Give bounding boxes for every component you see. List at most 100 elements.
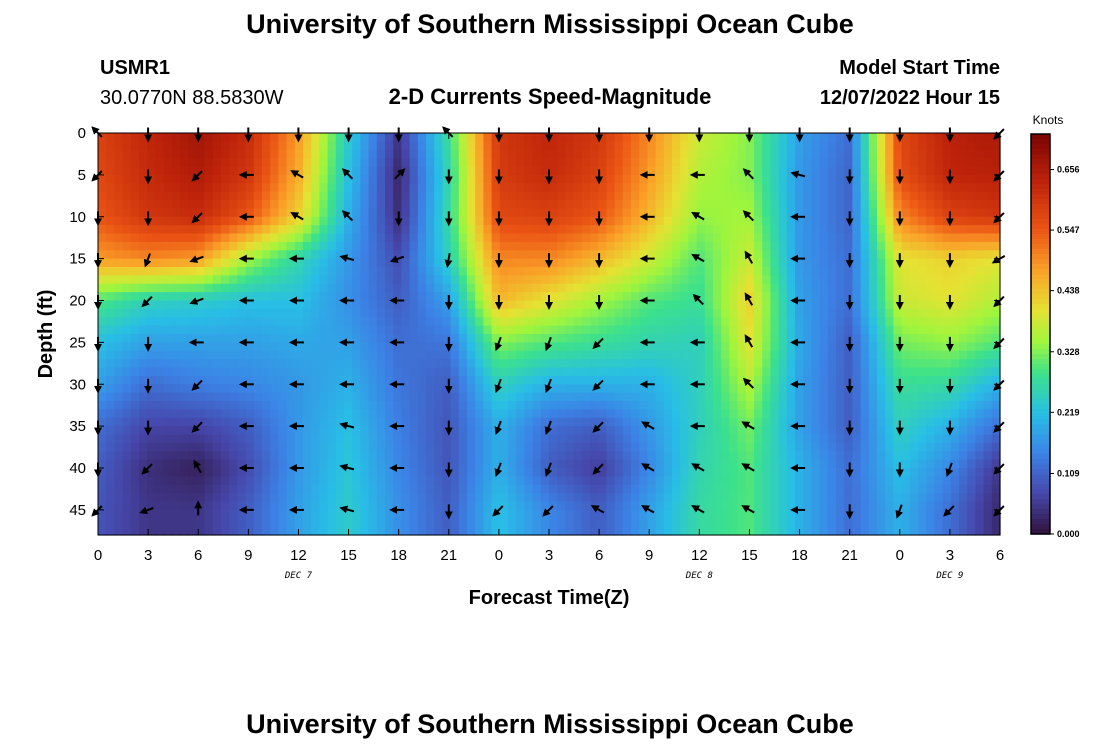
- heatmap-cell: [540, 233, 550, 243]
- heatmap-cell: [786, 233, 796, 243]
- heatmap-cell: [508, 476, 517, 486]
- heatmap-cell: [532, 468, 542, 477]
- heatmap-cell: [278, 158, 288, 168]
- heatmap-cell: [647, 401, 657, 410]
- heatmap-cell: [196, 317, 206, 327]
- heatmap-cell: [483, 359, 493, 369]
- heatmap-cell: [704, 141, 714, 151]
- heatmap-cell: [393, 200, 402, 209]
- heatmap-cell: [868, 334, 878, 343]
- heatmap-cell: [918, 375, 927, 385]
- heatmap-cell: [950, 317, 960, 327]
- heatmap-cell: [967, 267, 976, 276]
- heatmap-cell: [344, 509, 353, 519]
- heatmap-cell: [114, 401, 124, 410]
- heatmap-cell: [114, 158, 124, 168]
- heatmap-cell: [180, 334, 189, 343]
- heatmap-cell: [713, 350, 722, 360]
- heatmap-cell: [491, 493, 501, 503]
- heatmap-cell: [959, 283, 968, 293]
- heatmap-cell: [368, 200, 378, 209]
- heatmap-cell: [729, 216, 739, 226]
- heatmap-cell: [893, 375, 903, 385]
- heatmap-cell: [335, 133, 345, 142]
- heatmap-cell: [139, 292, 148, 302]
- heatmap-cell: [180, 342, 189, 352]
- heatmap-cell: [909, 426, 919, 436]
- heatmap-cell: [319, 183, 329, 193]
- heatmap-cell: [434, 292, 443, 302]
- heatmap-cell: [360, 233, 370, 243]
- heatmap-cell: [959, 149, 968, 159]
- heatmap-cell: [458, 275, 468, 285]
- heatmap-cell: [885, 459, 894, 469]
- heatmap-cell: [639, 442, 648, 452]
- heatmap-cell: [139, 183, 148, 193]
- heatmap-cell: [352, 468, 361, 477]
- heatmap-cell: [778, 493, 788, 503]
- heatmap-cell: [729, 367, 739, 377]
- heatmap-cell: [844, 392, 853, 402]
- heatmap-cell: [229, 174, 238, 184]
- heatmap-cell: [573, 250, 583, 260]
- heatmap-cell: [680, 367, 689, 377]
- heatmap-cell: [729, 501, 739, 511]
- heatmap-cell: [704, 484, 714, 494]
- heatmap-cell: [852, 208, 862, 218]
- heatmap-cell: [286, 426, 296, 436]
- heatmap-cell: [688, 308, 698, 318]
- heatmap-cell: [368, 149, 378, 159]
- heatmap-cell: [253, 468, 263, 477]
- heatmap-cell: [426, 258, 435, 268]
- heatmap-cell: [294, 451, 304, 461]
- heatmap-cell: [417, 225, 427, 235]
- heatmap-cell: [844, 149, 853, 159]
- heatmap-cell: [286, 174, 296, 184]
- heatmap-cell: [139, 401, 148, 410]
- heatmap-cell: [622, 434, 632, 444]
- heatmap-cell: [245, 200, 255, 209]
- heatmap-cell: [385, 359, 394, 369]
- heatmap-cell: [196, 434, 206, 444]
- heatmap-cell: [130, 409, 140, 419]
- heatmap-cell: [376, 359, 386, 369]
- heatmap-cell: [704, 442, 714, 452]
- heatmap-cell: [975, 200, 985, 209]
- heatmap-cell: [212, 409, 222, 419]
- heatmap-cell: [713, 292, 722, 302]
- heatmap-cell: [196, 392, 206, 402]
- heatmap-cell: [598, 342, 607, 352]
- heatmap-cell: [934, 149, 944, 159]
- heatmap-cell: [696, 417, 706, 427]
- heatmap-cell: [221, 158, 230, 168]
- heatmap-cell: [918, 208, 927, 218]
- heatmap-cell: [852, 267, 862, 276]
- heatmap-cell: [139, 133, 148, 142]
- heatmap-cell: [950, 141, 960, 151]
- heatmap-cell: [573, 275, 583, 285]
- heatmap-cell: [680, 451, 689, 461]
- heatmap-cell: [516, 141, 525, 151]
- heatmap-cell: [696, 325, 706, 335]
- heatmap-cell: [663, 401, 673, 410]
- heatmap-cell: [967, 350, 976, 360]
- heatmap-cell: [950, 350, 960, 360]
- heatmap-cell: [573, 417, 583, 427]
- heatmap-cell: [98, 375, 107, 385]
- heatmap-cell: [270, 149, 279, 159]
- heatmap-cell: [540, 401, 550, 410]
- heatmap-cell: [376, 208, 386, 218]
- heatmap-cell: [508, 325, 517, 335]
- heatmap-cell: [270, 501, 279, 511]
- heatmap-cell: [762, 149, 771, 159]
- heatmap-cell: [286, 267, 296, 276]
- heatmap-cell: [901, 367, 911, 377]
- heatmap-cell: [614, 426, 624, 436]
- heatmap-cell: [770, 417, 780, 427]
- heatmap-cell: [450, 191, 460, 201]
- heatmap-cell: [647, 459, 657, 469]
- heatmap-cell: [819, 501, 829, 511]
- heatmap-cell: [639, 275, 648, 285]
- heatmap-cell: [303, 409, 312, 419]
- heatmap-cell: [860, 342, 870, 352]
